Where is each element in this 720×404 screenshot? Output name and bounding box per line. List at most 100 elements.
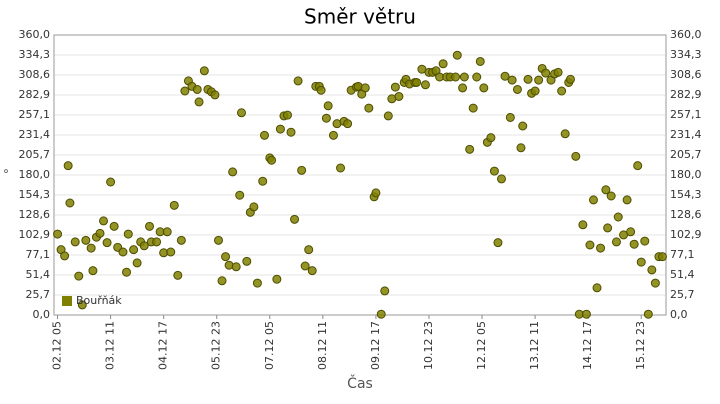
point — [489, 166, 499, 176]
point — [633, 161, 643, 171]
point — [585, 240, 595, 250]
point — [336, 163, 346, 173]
point — [657, 252, 667, 262]
point — [122, 267, 132, 277]
point — [390, 82, 400, 92]
y2-tick-label: 154,3 — [670, 188, 702, 201]
point — [516, 143, 526, 153]
point — [109, 221, 119, 231]
y2-tick-label: 102,9 — [670, 228, 702, 241]
x-tick-label: 15.12 23 — [634, 321, 647, 370]
point — [249, 202, 259, 212]
point — [578, 220, 588, 230]
y-tick-label: 282,9 — [19, 88, 51, 101]
point — [534, 75, 544, 85]
point — [60, 251, 70, 261]
point — [221, 252, 231, 262]
x-tick-label: 09.12 17 — [369, 321, 382, 370]
point — [118, 247, 128, 257]
x-tick-label: 04.12 17 — [157, 321, 170, 370]
point — [297, 165, 307, 175]
point — [629, 239, 639, 249]
point — [106, 177, 116, 187]
point — [166, 247, 176, 257]
y-tick-label: 128,6 — [19, 208, 51, 221]
point — [394, 91, 404, 101]
point — [300, 261, 310, 271]
y-tick-label: 334,3 — [19, 48, 51, 61]
plot-frame — [53, 34, 667, 316]
point — [321, 113, 331, 123]
x-tick-label: 05.12 23 — [210, 321, 223, 370]
point — [293, 76, 303, 86]
point — [588, 195, 598, 205]
point — [376, 309, 386, 319]
point — [169, 200, 179, 210]
point — [65, 198, 75, 208]
point — [472, 72, 482, 82]
y-tick-label: 154,3 — [19, 188, 51, 201]
point — [282, 110, 292, 120]
point — [530, 86, 540, 96]
y-axis-label: ° — [3, 168, 9, 182]
point — [102, 238, 112, 248]
point — [493, 238, 503, 248]
point — [173, 270, 183, 280]
point — [304, 245, 314, 255]
point — [194, 97, 204, 107]
point — [129, 245, 139, 255]
point — [242, 256, 252, 266]
point — [99, 216, 109, 226]
point — [438, 59, 448, 69]
point — [343, 119, 353, 129]
y2-tick-label: 205,7 — [670, 148, 702, 161]
point — [468, 103, 478, 113]
point — [192, 84, 202, 94]
point — [217, 276, 227, 286]
point — [581, 309, 591, 319]
y-tick-label: 308,6 — [19, 68, 51, 81]
y2-tick-label: 77,1 — [670, 248, 695, 261]
point — [626, 227, 636, 237]
point — [465, 144, 475, 154]
point — [290, 214, 300, 224]
y2-tick-label: 257,1 — [670, 108, 702, 121]
x-tick-label: 07.12 05 — [263, 321, 276, 370]
point — [180, 86, 190, 96]
y2-tick-label: 231,4 — [670, 128, 702, 141]
point — [505, 112, 515, 122]
x-tick-label: 02.12 05 — [51, 321, 64, 370]
point — [557, 86, 567, 96]
point — [81, 235, 91, 245]
point — [152, 237, 162, 247]
point — [497, 174, 507, 184]
point — [123, 229, 133, 239]
point — [235, 190, 245, 200]
y2-tick-label: 0,0 — [670, 308, 688, 321]
point — [267, 155, 277, 165]
point — [132, 258, 142, 268]
point — [420, 80, 430, 90]
point — [507, 75, 517, 85]
legend-swatch — [62, 296, 72, 306]
point — [500, 71, 510, 81]
point — [328, 130, 338, 140]
x-tick-label: 08.12 11 — [316, 321, 329, 370]
point — [475, 56, 485, 66]
y-tick-label: 180,0 — [19, 168, 51, 181]
y2-tick-label: 180,0 — [670, 168, 702, 181]
point — [275, 124, 285, 134]
point — [199, 66, 209, 76]
point — [606, 191, 616, 201]
point — [307, 266, 317, 276]
point — [512, 84, 522, 94]
point — [213, 235, 223, 245]
y2-tick-label: 308,6 — [670, 68, 702, 81]
point — [77, 300, 87, 310]
y2-tick-label: 25,7 — [670, 288, 695, 301]
point — [360, 83, 370, 93]
point — [412, 77, 422, 87]
y2-tick-label: 128,6 — [670, 208, 702, 221]
point — [231, 262, 241, 272]
